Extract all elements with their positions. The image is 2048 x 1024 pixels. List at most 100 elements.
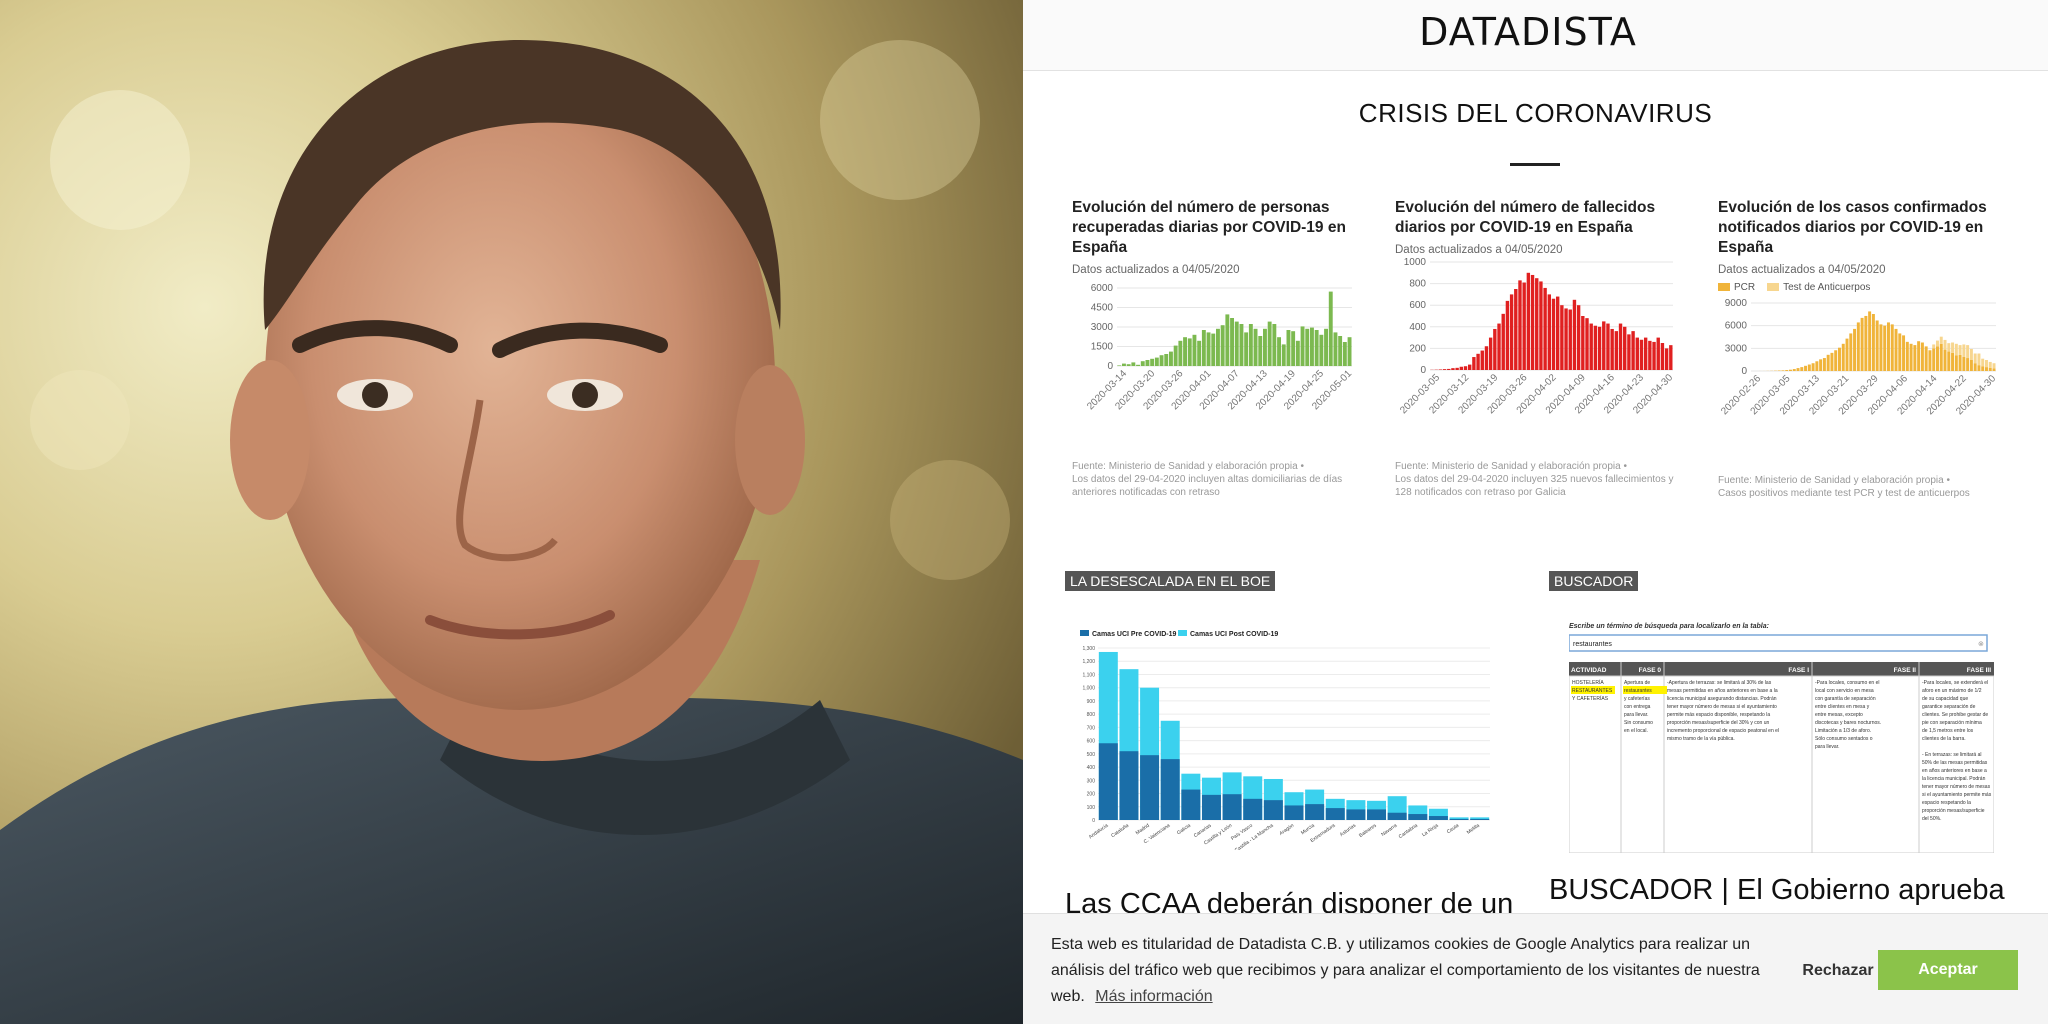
bar bbox=[1277, 337, 1281, 366]
section-divider bbox=[1510, 163, 1560, 166]
bar bbox=[1939, 336, 1943, 344]
cell-text: si el ayuntamiento permite más bbox=[1922, 792, 1992, 798]
cell-text: 50% de las mesas permitidas bbox=[1922, 760, 1988, 766]
card-source: Fuente: Ministerio de Sanidad y elaborac… bbox=[1072, 460, 1352, 499]
bar bbox=[1126, 364, 1131, 366]
bar bbox=[1295, 340, 1300, 366]
bar bbox=[1962, 344, 1966, 357]
card-updated: Datos actualizados a 04/05/2020 bbox=[1395, 244, 1563, 256]
bar-pre bbox=[1387, 812, 1407, 820]
search-box bbox=[1568, 634, 1988, 652]
bar bbox=[1347, 337, 1352, 366]
bar bbox=[1589, 323, 1593, 370]
portrait-illustration bbox=[0, 0, 1023, 1024]
cell-text: - En terrazas: se limitará al bbox=[1922, 752, 1981, 758]
bar bbox=[1815, 361, 1819, 371]
bar bbox=[1154, 357, 1159, 366]
bar bbox=[1560, 305, 1564, 370]
chart-svg: 90006000300002020-02-262020-03-052020-03… bbox=[1719, 298, 1998, 417]
highlight bbox=[1571, 686, 1615, 694]
accept-cookies-button[interactable]: Aceptar bbox=[1878, 950, 2018, 990]
bar bbox=[1935, 340, 1939, 347]
bar-pre bbox=[1140, 755, 1160, 820]
bar bbox=[1248, 324, 1253, 366]
bar-pre bbox=[1449, 818, 1469, 820]
site-header: DATADISTA bbox=[1023, 0, 2048, 71]
bar bbox=[1319, 334, 1324, 366]
chart-card-casos: Evolución de los casos confirmados notif… bbox=[1718, 198, 1998, 499]
cell-text: para llevar. bbox=[1815, 744, 1839, 750]
category-label: Ceuta bbox=[1446, 823, 1461, 836]
cell-text: y cafeterías bbox=[1624, 696, 1650, 702]
cell-text: RESTAURANTES bbox=[1572, 688, 1613, 694]
bar bbox=[1263, 328, 1267, 366]
bar bbox=[1811, 363, 1815, 371]
article-tag-buscador[interactable]: BUSCADOR bbox=[1549, 571, 1639, 591]
table-body bbox=[1568, 675, 1995, 854]
cookie-message: Esta web es titularidad de Datadista C.B… bbox=[1051, 936, 1760, 1005]
reject-cookies-button[interactable]: Rechazar bbox=[1783, 951, 1893, 991]
bar bbox=[1324, 328, 1328, 366]
card-title[interactable]: Evolución del número de fallecidos diari… bbox=[1395, 199, 1656, 236]
bar bbox=[1338, 336, 1343, 366]
category-label: Madrid bbox=[1135, 823, 1151, 837]
bar bbox=[1853, 328, 1857, 371]
y-tick-label: 200 bbox=[1409, 343, 1426, 354]
bar bbox=[1977, 365, 1981, 371]
bar bbox=[1966, 358, 1970, 371]
cell-text: aforo en un máximo de 1/2 bbox=[1922, 688, 1982, 694]
search-prompt: Escribe un término de búsqueda para loca… bbox=[1569, 623, 1769, 630]
bar bbox=[1211, 333, 1216, 366]
chart-svg: 600045003000150002020-03-142020-03-20202… bbox=[1085, 283, 1354, 412]
bar bbox=[1164, 354, 1169, 366]
y-tick-label: 1000 bbox=[1404, 257, 1427, 268]
bar bbox=[1169, 351, 1173, 366]
bar bbox=[1568, 309, 1572, 370]
bar bbox=[1969, 359, 1973, 371]
card-title[interactable]: Evolución del número de personas recuper… bbox=[1072, 199, 1346, 256]
search-table-image: Escribe un término de búsqueda para loca… bbox=[1568, 623, 1995, 854]
legend-swatch bbox=[1080, 630, 1089, 636]
article-tag-desescalada[interactable]: LA DESESCALADA EN EL BOE bbox=[1065, 571, 1276, 591]
bar bbox=[1894, 328, 1898, 371]
article-thumbnail-search-table[interactable]: Escribe un término de búsqueda para loca… bbox=[1568, 620, 1995, 854]
y-tick-label: 700 bbox=[1087, 725, 1096, 731]
legend-item-pcr[interactable]: PCR bbox=[1718, 282, 1755, 293]
article-thumbnail-uci-chart[interactable]: Camas UCI Pre COVID-19 Camas UCI Post COV… bbox=[1068, 620, 1498, 854]
legend-item-anticuerpos[interactable]: Test de Anticuerpos bbox=[1767, 282, 1870, 293]
y-tick-label: 6000 bbox=[1725, 321, 1748, 332]
bar bbox=[1543, 287, 1547, 370]
bar bbox=[1230, 318, 1234, 366]
bar-pre bbox=[1181, 789, 1201, 820]
card-note: Los datos del 29-04-2020 incluyen altas … bbox=[1072, 474, 1343, 498]
bar-pre bbox=[1160, 759, 1180, 820]
bar bbox=[1902, 335, 1906, 371]
bar bbox=[1606, 323, 1610, 370]
bar bbox=[1623, 326, 1627, 370]
bar bbox=[1438, 369, 1443, 370]
cell-text: HOSTELERÍA bbox=[1572, 679, 1604, 686]
bar bbox=[1856, 322, 1860, 371]
cell-text: entre clientes en mesa y bbox=[1815, 704, 1870, 710]
bar bbox=[1909, 343, 1913, 371]
article-headline[interactable]: BUSCADOR | El Gobierno aprueba bbox=[1549, 874, 2005, 906]
card-updated: Datos actualizados a 04/05/2020 bbox=[1718, 264, 1886, 276]
bar-post bbox=[1428, 808, 1448, 820]
bar bbox=[1627, 334, 1631, 370]
bar bbox=[1480, 350, 1484, 370]
bar bbox=[1868, 311, 1872, 371]
website-panel: DATADISTA CRISIS DEL CORONAVIRUS Evoluci… bbox=[1023, 0, 2048, 1024]
cell-text: la licencia municipal. Podrán bbox=[1922, 776, 1986, 782]
y-tick-label: 800 bbox=[1087, 712, 1096, 718]
site-logo[interactable]: DATADISTA bbox=[1419, 10, 1637, 54]
bar bbox=[1472, 357, 1476, 370]
card-title[interactable]: Evolución de los casos confirmados notif… bbox=[1718, 199, 1987, 256]
bar-pre bbox=[1263, 800, 1283, 820]
bar bbox=[1947, 343, 1951, 352]
bar bbox=[1883, 325, 1887, 371]
bar bbox=[1206, 332, 1211, 366]
bar bbox=[1272, 324, 1277, 366]
more-info-link[interactable]: Más información bbox=[1095, 988, 1213, 1005]
bar bbox=[1785, 370, 1789, 371]
bar bbox=[1509, 294, 1514, 370]
